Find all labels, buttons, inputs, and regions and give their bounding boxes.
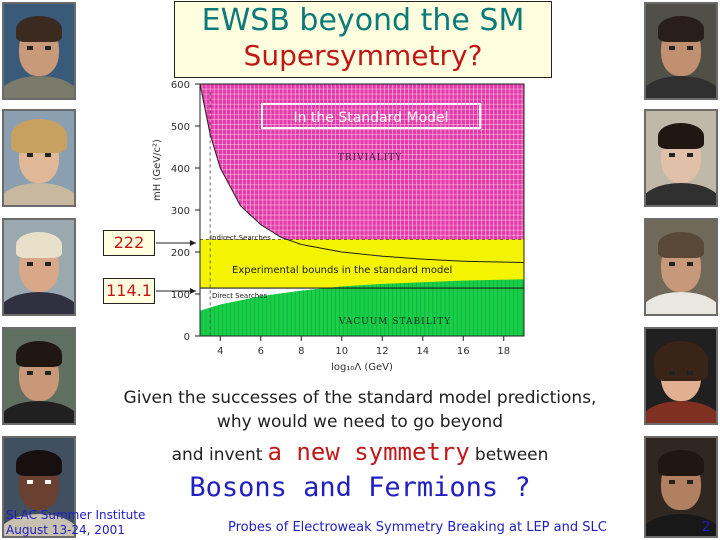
footer-org: SLAC Summer Institute bbox=[6, 508, 146, 522]
x-tick-label: 10 bbox=[335, 346, 348, 357]
footer-date: August 13-24, 2001 bbox=[6, 523, 125, 537]
portrait-left-5 bbox=[2, 436, 76, 538]
y-tick-label: 300 bbox=[171, 206, 190, 217]
y-tick-label: 100 bbox=[171, 290, 190, 301]
indirect-searches-label: Indirect Searches bbox=[210, 234, 271, 242]
portrait-right-2 bbox=[644, 109, 718, 207]
y-tick-label: 500 bbox=[171, 122, 190, 133]
x-tick-label: 6 bbox=[258, 346, 264, 357]
y-tick-label: 400 bbox=[171, 164, 190, 175]
marker-114-arrowhead bbox=[190, 288, 196, 294]
y-tick-label: 0 bbox=[184, 332, 190, 343]
body-line-2: why would we need to go beyond bbox=[216, 412, 504, 432]
marker-114: 114.1 bbox=[103, 278, 155, 304]
triviality-curve bbox=[199, 83, 525, 263]
marker-222-arrowhead bbox=[190, 240, 196, 246]
x-tick-label: 18 bbox=[497, 346, 510, 357]
page-number: 2 bbox=[702, 520, 711, 535]
x-tick-label: 16 bbox=[457, 346, 470, 357]
x-tick-label: 12 bbox=[376, 346, 389, 357]
vacuum-stability-label: VACUUM STABILITY bbox=[338, 317, 451, 327]
experimental-bounds-label: Experimental bounds in the standard mode… bbox=[232, 265, 452, 276]
direct-searches-label: Direct Searches bbox=[212, 292, 268, 300]
x-tick-label: 4 bbox=[217, 346, 223, 357]
y-axis-label: mH (GeV/c²) bbox=[152, 139, 163, 201]
y-tick-label: 600 bbox=[171, 80, 190, 91]
body-line-3-pre: and invent bbox=[171, 445, 263, 465]
y-tick-label: 200 bbox=[171, 248, 190, 259]
title-line-2: Supersymmetry? bbox=[243, 39, 483, 72]
chart-labels: In the Standard Model TRIVIALITY Indirect … bbox=[156, 103, 481, 327]
slide-title: EWSB beyond the SM Supersymmetry? bbox=[174, 1, 552, 78]
portrait-left-1 bbox=[2, 2, 76, 100]
triviality-label: TRIVIALITY bbox=[338, 153, 402, 163]
x-tick-label: 14 bbox=[416, 346, 429, 357]
body-line-3: and invent a new symmetry between bbox=[0, 438, 720, 466]
title-line-1: EWSB beyond the SM bbox=[201, 3, 525, 38]
footer-center: Probes of Electroweak Symmetry Breaking … bbox=[228, 520, 607, 535]
portrait-right-1 bbox=[644, 2, 718, 100]
portrait-left-3 bbox=[2, 218, 76, 316]
standard-model-box bbox=[261, 103, 481, 129]
body-line-3-post: between bbox=[474, 445, 549, 465]
chart-axes: 0 100 200 300 400 500 600 4 6 8 10 12 14 16 18 log₁₀Λ (… bbox=[152, 80, 525, 373]
experimental-band bbox=[200, 239, 524, 289]
body-line-3-emphasis: a new symmetry bbox=[267, 438, 470, 466]
body-line-4: Bosons and Fermions ? bbox=[189, 472, 531, 503]
portrait-left-2 bbox=[2, 109, 76, 207]
body-line-1: Given the successes of the standard mode… bbox=[123, 388, 597, 408]
vacuum-stability-region bbox=[200, 279, 524, 336]
marker-222: 222 bbox=[103, 230, 155, 256]
portrait-right-5 bbox=[644, 436, 718, 538]
x-tick-label: 8 bbox=[298, 346, 304, 357]
standard-model-label: In the Standard Model bbox=[293, 110, 448, 126]
x-axis-label: log₁₀Λ (GeV) bbox=[331, 362, 393, 373]
portrait-left-4 bbox=[2, 327, 76, 425]
portrait-right-4 bbox=[644, 327, 718, 425]
portrait-right-3 bbox=[644, 218, 718, 316]
